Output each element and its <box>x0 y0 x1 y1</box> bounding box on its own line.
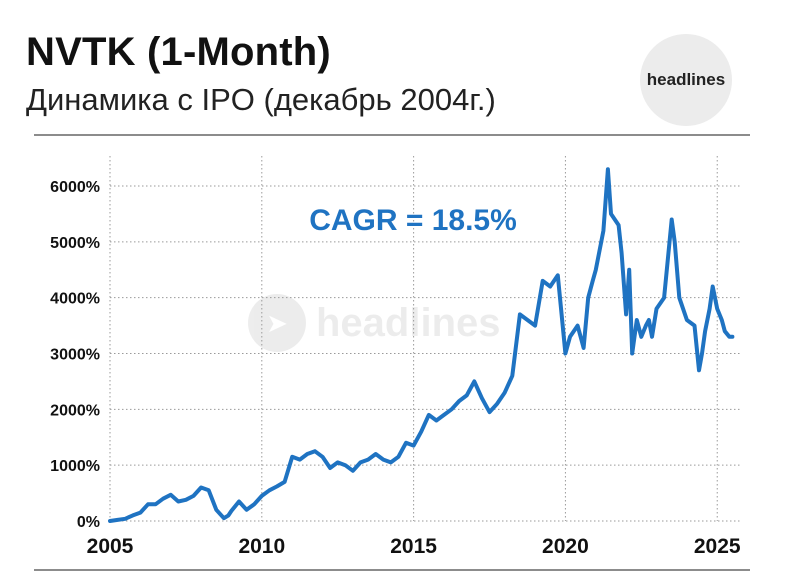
x-axis: 2005 2010 2015 2020 2025 <box>87 535 741 558</box>
y-tick-label: 3000% <box>50 347 100 364</box>
y-tick-label: 2000% <box>50 402 100 419</box>
y-tick-label: 1000% <box>50 458 100 475</box>
grid <box>109 156 740 522</box>
bottom-divider <box>34 569 750 571</box>
x-tick-label: 2025 <box>694 535 741 558</box>
chart-subtitle: Динамика с IPO (декабрь 2004г.) <box>26 82 496 117</box>
x-tick-label: 2020 <box>542 535 589 558</box>
logo-text: headlines <box>646 70 726 89</box>
top-divider <box>34 134 750 136</box>
cagr-annotation: CAGR = 18.5% <box>309 204 517 237</box>
chart-title: NVTK (1-Month) <box>26 30 331 74</box>
x-tick-label: 2005 <box>87 535 134 558</box>
telegram-icon: ➤ <box>248 294 306 352</box>
y-tick-label: 5000% <box>50 235 100 252</box>
x-tick-label: 2015 <box>390 535 437 558</box>
series-line <box>108 167 735 523</box>
y-tick-label: 6000% <box>50 179 100 196</box>
y-tick-label: 0% <box>77 514 100 531</box>
headlines-logo: headlines <box>640 34 732 126</box>
watermark-text: headlines <box>316 300 501 345</box>
y-tick-label: 4000% <box>50 291 100 308</box>
y-axis: 0% 1000% 2000% 3000% 4000% 5000% 6000% <box>50 179 100 531</box>
x-tick-label: 2010 <box>238 535 285 558</box>
watermark: ➤ headlines <box>248 294 501 352</box>
